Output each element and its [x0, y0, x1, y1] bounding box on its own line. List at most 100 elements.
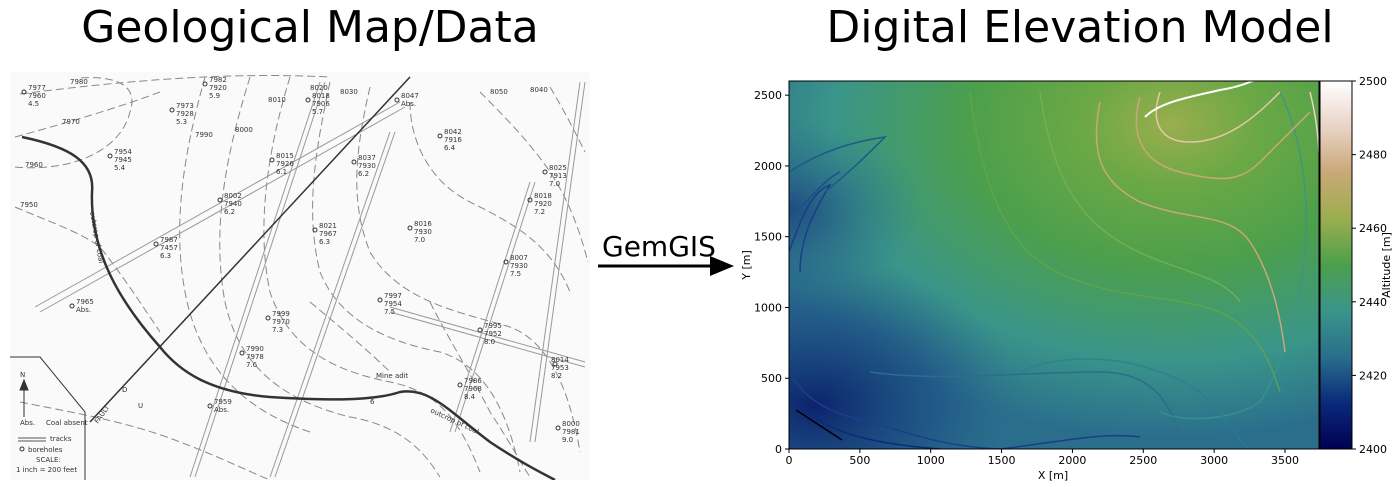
- borehole-sub: 7913: [549, 172, 567, 180]
- svg-text:8000: 8000: [235, 126, 253, 134]
- svg-text:7950: 7950: [20, 201, 38, 209]
- borehole-sub: 7928: [176, 110, 194, 118]
- svg-text:6: 6: [370, 398, 375, 406]
- x-tick-label: 500: [849, 454, 870, 467]
- borehole-val: 6.3: [160, 252, 171, 260]
- borehole-markers: [21, 81, 561, 431]
- borehole-val: 5.3: [176, 118, 187, 126]
- colorbar-gradient: [1319, 80, 1353, 450]
- borehole-label: 7999: [272, 310, 290, 318]
- borehole-sub: 7945: [114, 156, 132, 164]
- x-axis-ticks: 0 500 1000 1500 2000 2500 3000 3500: [786, 449, 1299, 467]
- fault-line: [89, 76, 411, 423]
- borehole-label: 7995: [484, 322, 502, 330]
- x-tick-label: 2500: [1129, 454, 1157, 467]
- borehole-label: 7965: [76, 298, 94, 306]
- borehole-label: 7977: [28, 84, 46, 92]
- x-tick-label: 3000: [1200, 454, 1228, 467]
- borehole-sub: 7952: [484, 330, 502, 338]
- borehole-sub: Abs.: [214, 406, 229, 414]
- borehole-label: 7997: [384, 292, 402, 300]
- borehole-labels: 797779604.5798279205.9797379285.38018790…: [28, 76, 580, 444]
- dem-chart: 0 500 1000 1500 2000 2500 3000 3500 0 500 1000 150…: [740, 75, 1393, 482]
- gemgis-label: GemGIS: [602, 230, 716, 263]
- borehole-sub: 7920: [209, 84, 227, 92]
- borehole-val: 8.0: [484, 338, 495, 346]
- x-tick-label: 0: [786, 454, 793, 467]
- borehole-val: 9.0: [562, 436, 573, 444]
- borehole-label: 8025: [549, 164, 567, 172]
- svg-text:U: U: [138, 402, 143, 410]
- borehole-val: 8.2: [551, 372, 562, 380]
- svg-text:8010: 8010: [268, 96, 286, 104]
- colorbar: 2400 2420 2440 2460 2480 2500 Altitude [m]: [1319, 75, 1393, 456]
- borehole-label: 8018: [312, 92, 330, 100]
- borehole-label: 8042: [444, 128, 462, 136]
- x-tick-label: 2000: [1058, 454, 1086, 467]
- borehole-val: 7.3: [272, 326, 283, 334]
- borehole-val: 7.6: [246, 361, 258, 369]
- borehole-sub: 7970: [272, 318, 290, 326]
- borehole-label: 7987: [160, 236, 178, 244]
- borehole-val: 7.0: [549, 180, 560, 188]
- colorbar-label: Altitude [m]: [1380, 232, 1393, 298]
- dem-title: Digital Elevation Model: [826, 2, 1334, 53]
- svg-text:7980: 7980: [70, 78, 88, 86]
- borehole-sub: Abs.: [76, 306, 91, 314]
- tracks: [34, 81, 586, 478]
- borehole-sub: 7968: [464, 385, 482, 393]
- borehole-label: 7973: [176, 102, 194, 110]
- borehole-sub: 7953: [551, 364, 569, 372]
- borehole-val: 5.7: [312, 108, 323, 116]
- right-arrow-icon: [598, 256, 734, 276]
- y-tick-label: 1000: [754, 301, 782, 314]
- svg-text:7990: 7990: [195, 131, 213, 139]
- borehole-val: 6.1: [276, 168, 287, 176]
- borehole-val: 6.4: [444, 144, 456, 152]
- borehole-label: 8047: [401, 92, 419, 100]
- gemgis-arrow: GemGIS: [594, 230, 744, 290]
- svg-text:1 inch = 200 feet: 1 inch = 200 feet: [16, 466, 77, 474]
- colorbar-tick-label: 2480: [1359, 149, 1387, 162]
- borehole-val: 7.2: [534, 208, 545, 216]
- borehole-label: 8014: [551, 356, 569, 364]
- borehole-label: 7954: [114, 148, 132, 156]
- geological-map-title: Geological Map/Data: [81, 2, 539, 53]
- svg-text:D: D: [122, 386, 127, 394]
- borehole-val: 7.5: [510, 270, 521, 278]
- north-arrow: N: [19, 371, 29, 417]
- colorbar-tick-label: 2460: [1359, 222, 1387, 235]
- svg-text:tracks: tracks: [50, 435, 72, 443]
- svg-text:Abs.: Abs.: [20, 419, 35, 427]
- borehole-label: 8016: [414, 220, 432, 228]
- x-axis-label: X [m]: [1038, 469, 1068, 482]
- borehole-sub: 7916: [444, 136, 462, 144]
- borehole-val: 7.0: [414, 236, 425, 244]
- y-tick-label: 2000: [754, 160, 782, 173]
- svg-text:Coal absent: Coal absent: [46, 419, 88, 427]
- borehole-val: 6.2: [224, 208, 235, 216]
- y-axis-ticks: 0 500 1000 1500 2000 2500: [754, 89, 789, 456]
- svg-text:8020: 8020: [310, 84, 328, 92]
- x-tick-label: 1000: [917, 454, 945, 467]
- svg-text:7970: 7970: [62, 118, 80, 126]
- borehole-val: 5.9: [209, 92, 220, 100]
- borehole-sub: 7926: [276, 160, 294, 168]
- y-tick-label: 0: [775, 443, 782, 456]
- dem-plot-area: [788, 80, 1320, 450]
- geological-map: 797779604.5798279205.9797379285.38018790…: [10, 72, 590, 480]
- y-tick-label: 500: [761, 372, 782, 385]
- contour-value-labels: 7980 7970 7960 7950 7990 8000 8010 8020 …: [20, 78, 548, 209]
- borehole-sub: 7920: [534, 200, 552, 208]
- colorbar-tick-label: 2440: [1359, 296, 1387, 309]
- borehole-val: 5.4: [114, 164, 126, 172]
- borehole-sub: 7457: [160, 244, 178, 252]
- borehole-label: 8002: [224, 192, 242, 200]
- svg-text:7960: 7960: [25, 161, 43, 169]
- svg-text:Mine adit: Mine adit: [376, 372, 409, 380]
- borehole-label: 8037: [358, 154, 376, 162]
- borehole-label: 7986: [464, 377, 482, 385]
- svg-text:boreholes: boreholes: [28, 446, 63, 454]
- colorbar-tick-label: 2400: [1359, 443, 1387, 456]
- borehole-sub: 7954: [384, 300, 402, 308]
